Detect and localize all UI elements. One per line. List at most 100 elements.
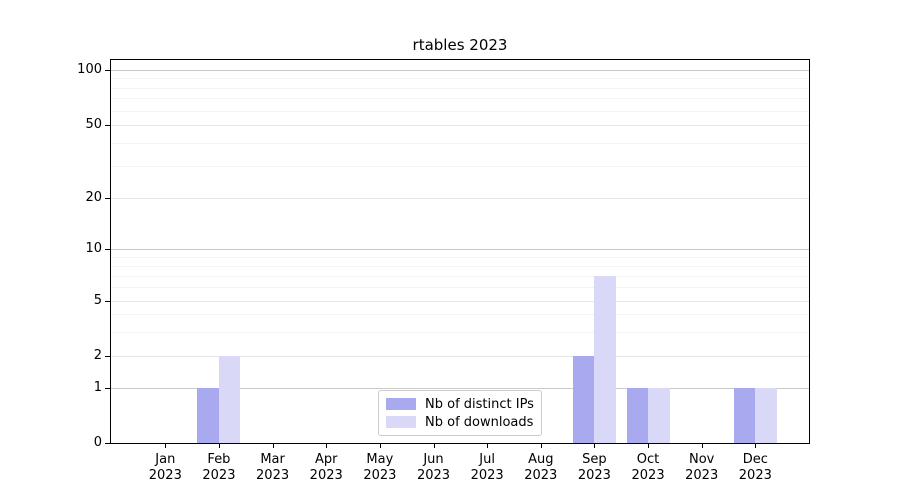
x-label-month: Apr xyxy=(314,452,338,467)
plot-area xyxy=(110,59,810,444)
x-axis-tick-label: Dec 2023 xyxy=(723,452,787,484)
bar-downloads xyxy=(594,275,616,443)
x-label-month: Jun xyxy=(423,452,444,467)
y-axis-tick-label: 20 xyxy=(85,190,102,205)
x-axis-tick xyxy=(755,444,757,448)
x-label-year: 2023 xyxy=(256,468,290,483)
x-label-month: May xyxy=(366,452,394,467)
bar-downloads xyxy=(755,388,777,443)
grid-line-major xyxy=(111,249,809,250)
x-label-year: 2023 xyxy=(685,468,719,483)
grid-line-minor xyxy=(111,314,809,316)
y-axis-tick xyxy=(105,70,110,71)
y-axis-tick xyxy=(105,443,110,444)
legend-label-distinct-ips: Nb of distinct IPs xyxy=(425,396,534,412)
x-axis-tick xyxy=(701,444,703,448)
x-label-year: 2023 xyxy=(577,468,611,483)
x-axis-tick xyxy=(218,444,220,448)
x-axis-tick xyxy=(379,444,381,448)
y-axis-tick-label: 1 xyxy=(93,380,102,395)
y-axis-tick-label: 0 xyxy=(93,435,102,450)
y-axis-tick xyxy=(105,356,110,357)
x-label-year: 2023 xyxy=(363,468,397,483)
grid-line-mid xyxy=(111,356,809,357)
x-axis-tick-label: Apr 2023 xyxy=(294,452,358,484)
y-axis-tick-label: 50 xyxy=(85,117,102,132)
grid-line-minor xyxy=(111,98,809,100)
x-label-year: 2023 xyxy=(202,468,236,483)
x-axis-tick xyxy=(487,444,489,448)
x-axis-tick-label: Mar 2023 xyxy=(241,452,305,484)
legend-item-downloads: Nb of downloads xyxy=(386,414,541,430)
x-label-month: Aug xyxy=(528,452,554,467)
x-axis-tick-label: Jun 2023 xyxy=(402,452,466,484)
x-label-year: 2023 xyxy=(148,468,182,483)
x-axis-tick xyxy=(540,444,542,448)
grid-line-mid xyxy=(111,301,809,302)
y-axis-tick xyxy=(105,388,110,389)
grid-line-mid xyxy=(111,125,809,126)
legend-item-distinct-ips: Nb of distinct IPs xyxy=(386,396,541,412)
grid-line-major xyxy=(111,70,809,71)
grid-line-minor xyxy=(111,87,809,89)
y-axis-tick xyxy=(105,198,110,199)
grid-line-minor xyxy=(111,287,809,289)
grid-line-minor xyxy=(111,165,809,167)
y-axis-tick-label: 100 xyxy=(77,62,102,77)
y-axis-tick-label: 5 xyxy=(93,293,102,308)
x-axis-tick-label: Oct 2023 xyxy=(616,452,680,484)
grid-line-minor xyxy=(111,331,809,333)
x-axis-tick-label: Sep 2023 xyxy=(562,452,626,484)
x-label-month: Dec xyxy=(742,452,768,467)
x-label-month: Oct xyxy=(636,452,660,467)
bar-downloads xyxy=(218,356,241,443)
x-label-month: Jul xyxy=(479,452,495,467)
x-label-year: 2023 xyxy=(309,468,343,483)
grid-line-major xyxy=(111,388,809,389)
y-axis-tick xyxy=(105,301,110,302)
bar-distinct-ips xyxy=(733,388,756,443)
grid-line-minor xyxy=(111,142,809,144)
x-label-year: 2023 xyxy=(524,468,558,483)
x-axis-tick xyxy=(326,444,328,448)
bar-distinct-ips xyxy=(626,388,649,443)
y-axis-tick-label: 2 xyxy=(93,348,102,363)
x-axis-tick xyxy=(165,444,167,448)
grid-line-minor xyxy=(111,256,809,258)
x-axis-tick-label: Aug 2023 xyxy=(509,452,573,484)
bar-downloads xyxy=(648,388,670,443)
y-axis-tick-label: 10 xyxy=(85,241,102,256)
x-label-year: 2023 xyxy=(416,468,451,483)
x-axis-tick-label: Nov 2023 xyxy=(670,452,734,484)
x-axis-tick xyxy=(648,444,650,448)
grid-line-minor xyxy=(111,265,809,267)
x-label-year: 2023 xyxy=(631,468,665,483)
grid-line-minor xyxy=(111,78,809,80)
legend-swatch-distinct-ips xyxy=(386,398,416,410)
legend-swatch-downloads xyxy=(386,416,416,428)
bar-distinct-ips xyxy=(197,388,219,443)
x-axis-tick-label: Jul 2023 xyxy=(455,452,519,484)
x-label-year: 2023 xyxy=(470,468,504,483)
x-label-month: Nov xyxy=(689,452,715,467)
chart-title: rtables 2023 xyxy=(412,36,508,54)
x-axis-tick-label: Jan 2023 xyxy=(133,452,197,484)
x-label-month: Sep xyxy=(582,452,607,467)
x-label-year: 2023 xyxy=(738,468,772,483)
grid-line-minor xyxy=(111,275,809,277)
x-axis-tick-label: May 2023 xyxy=(348,452,412,484)
grid-line-minor xyxy=(111,110,809,112)
legend-label-downloads: Nb of downloads xyxy=(425,414,534,430)
x-axis-tick xyxy=(272,444,274,448)
legend: Nb of distinct IPs Nb of downloads xyxy=(378,390,542,436)
grid-line-mid xyxy=(111,198,809,199)
y-axis-tick xyxy=(105,249,110,250)
x-axis-tick-label: Feb 2023 xyxy=(187,452,251,484)
x-label-month: Feb xyxy=(207,452,231,467)
bar-distinct-ips xyxy=(572,356,595,443)
x-label-month: Jan xyxy=(155,452,176,467)
plot-inner xyxy=(111,60,809,443)
x-axis-tick xyxy=(433,444,435,448)
x-axis-tick xyxy=(594,444,596,448)
